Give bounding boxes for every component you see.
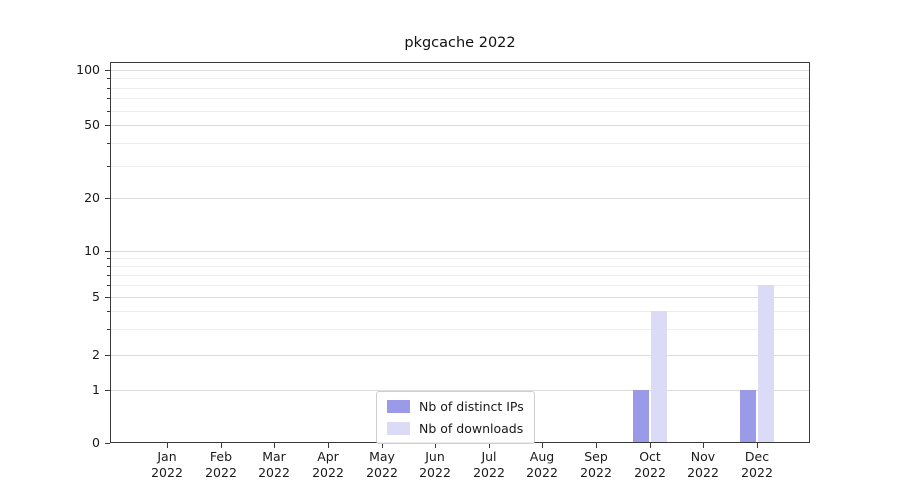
y-tick-mark bbox=[105, 125, 110, 126]
y-minor-tick-mark bbox=[107, 166, 110, 167]
y-tick-label: 1 bbox=[92, 382, 100, 397]
y-minor-tick-mark bbox=[107, 329, 110, 330]
x-tick-mark bbox=[167, 443, 168, 448]
x-tick-mark bbox=[650, 443, 651, 448]
legend-entry-downloads: Nb of downloads bbox=[387, 421, 524, 436]
x-tick-mark bbox=[435, 443, 436, 448]
y-minor-tick-mark bbox=[107, 111, 110, 112]
y-minor-tick-mark bbox=[107, 266, 110, 267]
legend-label-downloads: Nb of downloads bbox=[419, 421, 524, 436]
minor-gridline bbox=[110, 98, 810, 99]
bar-downloads bbox=[651, 311, 667, 443]
minor-gridline bbox=[110, 329, 810, 330]
x-tick-label: Feb 2022 bbox=[205, 449, 237, 480]
y-tick-label: 100 bbox=[76, 62, 100, 77]
minor-gridline bbox=[110, 78, 810, 79]
y-tick-mark bbox=[105, 390, 110, 391]
x-tick-label: Oct 2022 bbox=[634, 449, 666, 480]
plot-frame bbox=[110, 62, 810, 443]
major-gridline bbox=[110, 390, 810, 391]
y-minor-tick-mark bbox=[107, 98, 110, 99]
x-tick-mark bbox=[382, 443, 383, 448]
y-tick-mark bbox=[105, 443, 110, 444]
y-tick-label: 20 bbox=[84, 190, 100, 205]
y-tick-label: 10 bbox=[84, 243, 100, 258]
legend-entry-distinct-ips: Nb of distinct IPs bbox=[387, 399, 524, 414]
major-gridline bbox=[110, 198, 810, 199]
legend-label-distinct-ips: Nb of distinct IPs bbox=[419, 399, 524, 414]
minor-gridline bbox=[110, 166, 810, 167]
x-tick-mark bbox=[703, 443, 704, 448]
bar-distinct-ips bbox=[740, 390, 756, 443]
x-tick-mark bbox=[274, 443, 275, 448]
bar-downloads bbox=[758, 285, 774, 443]
x-tick-mark bbox=[596, 443, 597, 448]
minor-gridline bbox=[110, 111, 810, 112]
legend-swatch-distinct-ips bbox=[387, 400, 410, 413]
minor-gridline bbox=[110, 258, 810, 259]
x-tick-label: Apr 2022 bbox=[312, 449, 344, 480]
x-tick-label: Aug 2022 bbox=[526, 449, 558, 480]
major-gridline bbox=[110, 70, 810, 71]
y-minor-tick-mark bbox=[107, 275, 110, 276]
y-tick-label: 0 bbox=[92, 435, 100, 450]
y-tick-mark bbox=[105, 70, 110, 71]
y-minor-tick-mark bbox=[107, 258, 110, 259]
legend: Nb of distinct IPs Nb of downloads bbox=[376, 391, 535, 444]
y-tick-label: 2 bbox=[92, 347, 100, 362]
minor-gridline bbox=[110, 266, 810, 267]
x-tick-label: Jan 2022 bbox=[151, 449, 183, 480]
major-gridline bbox=[110, 355, 810, 356]
x-tick-label: Jun 2022 bbox=[419, 449, 451, 480]
y-tick-mark bbox=[105, 297, 110, 298]
x-tick-mark bbox=[328, 443, 329, 448]
minor-gridline bbox=[110, 143, 810, 144]
bar-distinct-ips bbox=[633, 390, 649, 443]
x-tick-label: Dec 2022 bbox=[741, 449, 773, 480]
y-tick-mark bbox=[105, 198, 110, 199]
y-tick-mark bbox=[105, 355, 110, 356]
legend-swatch-downloads bbox=[387, 422, 410, 435]
x-tick-mark bbox=[489, 443, 490, 448]
x-tick-label: May 2022 bbox=[366, 449, 398, 480]
y-minor-tick-mark bbox=[107, 78, 110, 79]
major-gridline bbox=[110, 297, 810, 298]
x-tick-label: Mar 2022 bbox=[258, 449, 290, 480]
minor-gridline bbox=[110, 88, 810, 89]
y-tick-label: 5 bbox=[92, 289, 100, 304]
minor-gridline bbox=[110, 285, 810, 286]
y-minor-tick-mark bbox=[107, 88, 110, 89]
y-minor-tick-mark bbox=[107, 285, 110, 286]
y-minor-tick-mark bbox=[107, 311, 110, 312]
major-gridline bbox=[110, 251, 810, 252]
y-tick-mark bbox=[105, 251, 110, 252]
x-tick-label: Nov 2022 bbox=[687, 449, 719, 480]
minor-gridline bbox=[110, 275, 810, 276]
major-gridline bbox=[110, 125, 810, 126]
x-tick-mark bbox=[757, 443, 758, 448]
x-tick-mark bbox=[221, 443, 222, 448]
chart-title: pkgcache 2022 bbox=[404, 35, 516, 51]
x-tick-mark bbox=[542, 443, 543, 448]
y-tick-label: 50 bbox=[84, 117, 100, 132]
minor-gridline bbox=[110, 311, 810, 312]
x-tick-label: Sep 2022 bbox=[580, 449, 612, 480]
x-tick-label: Jul 2022 bbox=[473, 449, 505, 480]
y-minor-tick-mark bbox=[107, 143, 110, 144]
